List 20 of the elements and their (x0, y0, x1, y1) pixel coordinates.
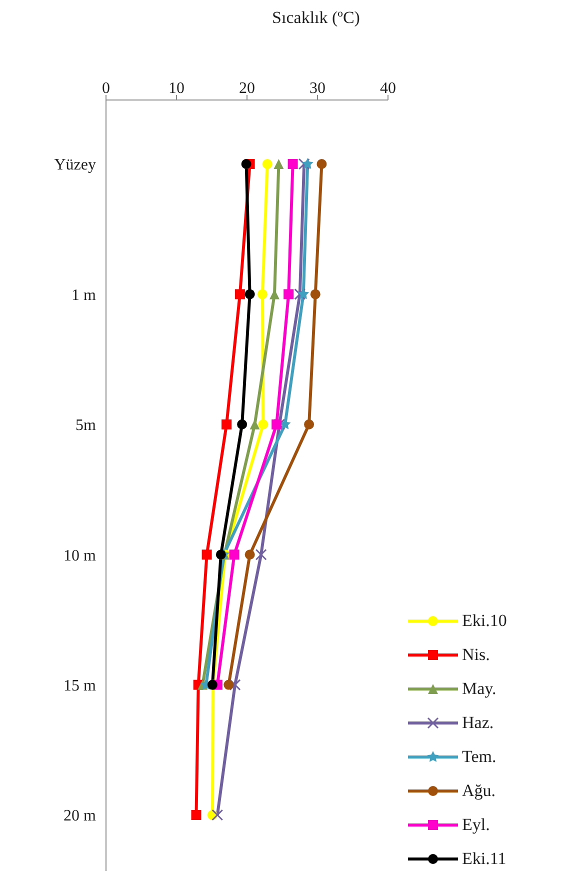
legend-label: Eki.10 (462, 611, 507, 631)
x-tick-label: 0 (102, 80, 110, 97)
legend-label: May. (462, 679, 496, 699)
legend-label: Eki.11 (462, 849, 506, 869)
y-tick-label: 15 m (64, 677, 97, 694)
legend-label: Nis. (462, 645, 490, 665)
legend-label: Haz. (462, 713, 494, 733)
y-tick-label: 5m (76, 417, 97, 434)
legend-label: Eyl. (462, 815, 490, 835)
y-tick-label: 20 m (64, 808, 97, 825)
legend-label: Tem. (462, 747, 496, 767)
y-tick-label: 1 m (72, 286, 97, 304)
x-tick-label: 10 (168, 80, 184, 97)
y-tick-label: Yüzey (54, 156, 96, 174)
x-tick-label: 20 (239, 80, 255, 97)
x-tick-label: 30 (310, 80, 326, 97)
legend-label: Ağu. (462, 781, 496, 801)
x-axis-title: Sıcaklık (ºC) (271, 8, 361, 28)
y-tick-label: 10 m (64, 547, 97, 564)
x-tick-label: 40 (380, 80, 396, 97)
